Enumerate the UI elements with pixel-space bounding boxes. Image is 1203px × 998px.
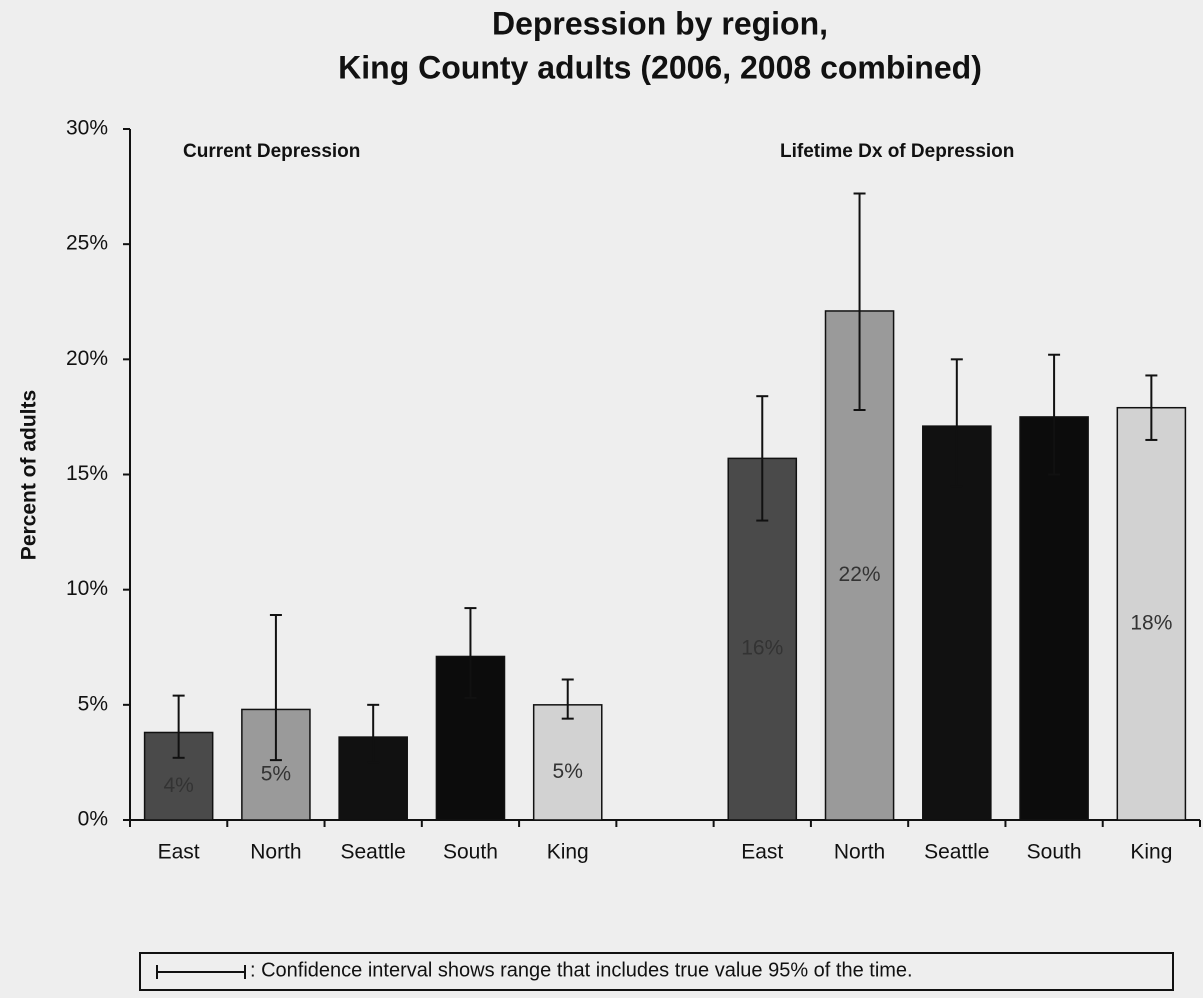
error-bar [464,607,477,699]
x-tick-label: Seattle [340,841,405,864]
error-bar [269,614,282,762]
y-axis-label: Percent of adults [18,390,41,560]
chart-title: King County adults (2006, 2008 combined) [338,49,982,85]
bar [1019,416,1089,821]
note-icon [156,965,246,979]
error-bar [172,694,185,759]
error-bar [853,192,866,412]
data-label: 22% [839,563,881,586]
chart-title: Depression by region, [492,5,828,41]
error-bar [1048,353,1061,476]
x-tick-label: Seattle [924,841,989,864]
bar [532,704,603,821]
x-tick-label: North [834,841,885,864]
x-tick-label: North [250,841,301,864]
x-tick-label: South [443,841,498,864]
note: : Confidence interval shows range that i… [250,959,913,981]
y-tick-label: 10% [66,577,108,600]
x-tick-label: East [741,841,783,864]
data-label: 4% [163,774,193,797]
x-tick-label: East [158,841,200,864]
x-tick-label: King [547,841,589,864]
error-bar [1145,374,1158,441]
data-label: 16% [741,637,783,660]
annotation: Current Depression [183,141,360,162]
x-tick-label: King [1130,841,1172,864]
y-tick-label: 30% [66,117,108,140]
data-label: 18% [1130,611,1172,634]
y-tick-label: 5% [78,692,108,715]
x-tick-label: South [1027,841,1082,864]
bar [1116,406,1187,821]
y-tick-label: 20% [66,347,108,370]
y-tick-label: 25% [66,232,108,255]
error-bar [561,678,574,720]
y-tick-label: 0% [78,808,108,831]
note-box [139,952,1174,991]
error-bar [367,703,380,764]
data-label: 5% [261,762,291,785]
error-bar [950,358,963,488]
data-label: 5% [553,760,583,783]
error-bar [756,395,769,522]
y-tick-label: 15% [66,462,108,485]
annotation: Lifetime Dx of Depression [780,141,1014,162]
